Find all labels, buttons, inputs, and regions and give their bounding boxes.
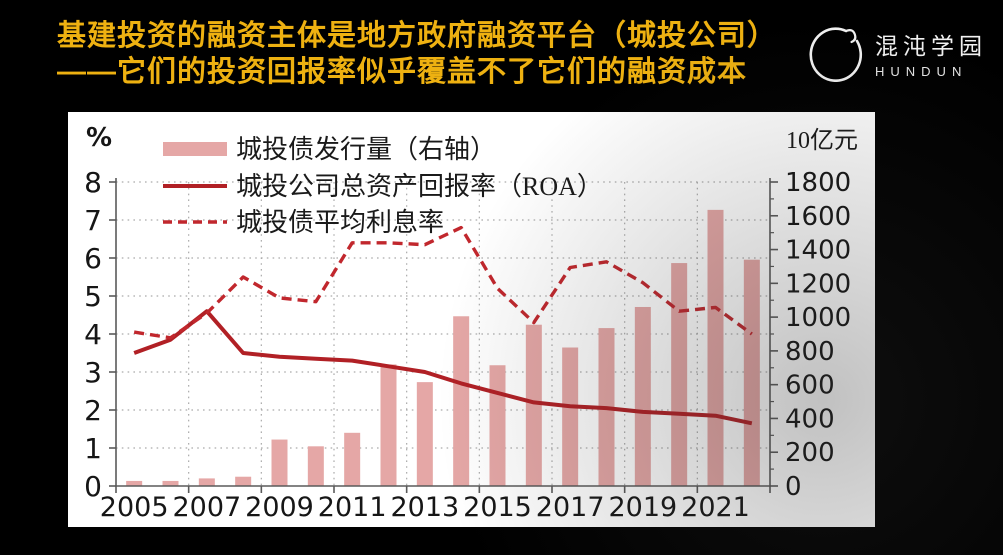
bar-2010 [307,446,324,486]
svg-text:2: 2 [84,394,102,427]
svg-text:400: 400 [785,404,835,434]
svg-text:2019: 2019 [608,492,677,523]
svg-text:2013: 2013 [390,492,459,523]
bar-2007 [198,478,215,486]
svg-text:5: 5 [84,280,102,313]
bar-2021 [707,209,724,486]
svg-text:2007: 2007 [172,492,241,523]
svg-text:200: 200 [785,438,835,468]
bar-2006 [162,480,179,486]
bar-2015 [489,365,506,486]
bar-2014 [453,316,470,486]
svg-text:2011: 2011 [318,492,387,523]
bar-2013 [416,382,433,486]
svg-text:2017: 2017 [536,492,605,523]
logo-name-en: HUNDUN [875,64,968,79]
chart-panel: 0 1 2 3 4 5 6 7 8 0 200 400 600 800 1000 1200 1400 1600 18… [68,112,875,527]
svg-text:800: 800 [785,337,835,367]
svg-text:1800: 1800 [785,168,851,198]
svg-text:城投债平均利息率: 城投债平均利息率 [236,208,444,237]
bar-2020 [671,263,688,486]
bar-2019 [634,306,651,486]
left-axis-unit: % [86,123,112,153]
legend: 城投债发行量（右轴） 城投公司总资产回报率（ROA） 城投债平均利息率 [163,135,603,237]
hundun-logo: 混沌学园 HUNDUN [805,24,987,82]
bars-series [126,209,760,486]
svg-text:2021: 2021 [681,492,750,523]
svg-text:1200: 1200 [785,269,851,299]
interest-rate-line [133,225,753,340]
bar-2022 [743,259,760,486]
svg-text:4: 4 [84,318,102,351]
svg-text:1000: 1000 [785,303,851,333]
svg-text:城投债发行量（右轴）: 城投债发行量（右轴） [236,135,496,164]
svg-text:6: 6 [84,242,102,275]
svg-text:2005: 2005 [100,492,169,523]
svg-text:0: 0 [785,472,802,502]
svg-text:1600: 1600 [785,202,851,232]
roa-line [133,309,753,426]
bar-2012 [380,364,397,486]
svg-text:3: 3 [84,356,102,389]
svg-text:7: 7 [84,204,102,237]
svg-text:城投公司总资产回报率（ROA）: 城投公司总资产回报率（ROA） [236,172,603,201]
gridlines [116,181,770,486]
bar-2016 [525,324,542,486]
svg-text:8: 8 [84,166,102,199]
svg-text:0: 0 [84,470,102,503]
logo-name-cn: 混沌学园 [875,34,987,59]
bar-2011 [344,432,361,486]
bar-2008 [235,476,252,486]
enso-circle-icon [805,24,863,82]
bar-2005 [126,480,143,486]
svg-text:2009: 2009 [245,492,314,523]
title-line-2: ——它们的投资回报率似乎覆盖不了它们的融资成本 [57,56,748,88]
bar-2017 [562,347,579,486]
bar-2009 [271,439,288,486]
page-title: 基建投资的融资主体是地方政府融资平台（城投公司） ——它们的投资回报率似乎覆盖不… [57,18,817,90]
svg-text:1400: 1400 [785,236,851,266]
svg-text:1: 1 [84,432,102,465]
svg-text:2015: 2015 [463,492,532,523]
right-axis-unit: 10亿元 [786,127,858,154]
title-line-1: 基建投资的融资主体是地方政府融资平台（城投公司） [57,20,778,52]
svg-text:600: 600 [785,371,835,401]
